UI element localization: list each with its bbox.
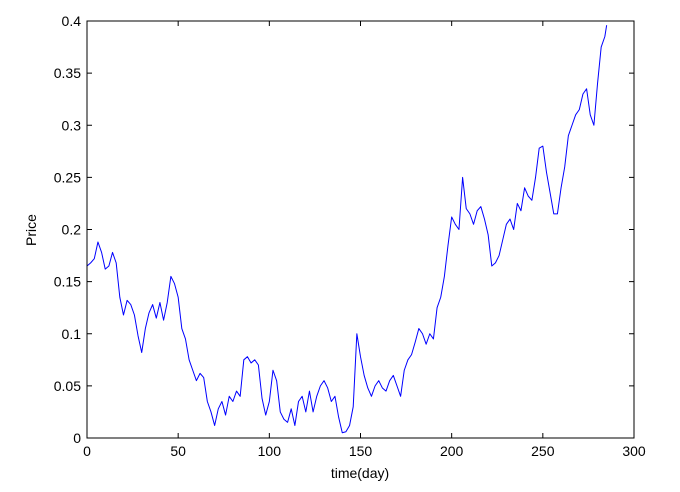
- x-tick-label: 150: [349, 443, 373, 459]
- plot-frame: [86, 20, 635, 439]
- y-tick-label: 0: [73, 430, 81, 446]
- series-layer: [86, 25, 608, 434]
- y-tick-label: 0.05: [54, 378, 81, 394]
- y-tick-label: 0.25: [54, 169, 81, 185]
- x-tick-label: 300: [622, 443, 646, 459]
- y-tick-label: 0.2: [62, 222, 82, 238]
- x-tick-label: 200: [440, 443, 464, 459]
- y-axis-label: Price: [23, 214, 39, 246]
- y-tick-label: 0.1: [62, 326, 82, 342]
- y-tick-label: 0.4: [62, 13, 82, 29]
- y-tick-label: 0.3: [62, 117, 82, 133]
- x-tick-label: 50: [170, 443, 186, 459]
- axis-ticks: 0 50 100 150 200 250 300 0 0.05 0.1 0.15 0.2 0.25 0.3…: [54, 13, 646, 459]
- x-tick-label: 100: [258, 443, 282, 459]
- plot-area: [87, 21, 634, 438]
- x-axis-label: time(day): [331, 465, 389, 481]
- x-tick-label: 0: [83, 443, 91, 459]
- y-tick-label: 0.35: [54, 65, 81, 81]
- series-line-price: [86, 25, 608, 434]
- y-tick-label: 0.15: [54, 274, 81, 290]
- x-tick-label: 250: [531, 443, 555, 459]
